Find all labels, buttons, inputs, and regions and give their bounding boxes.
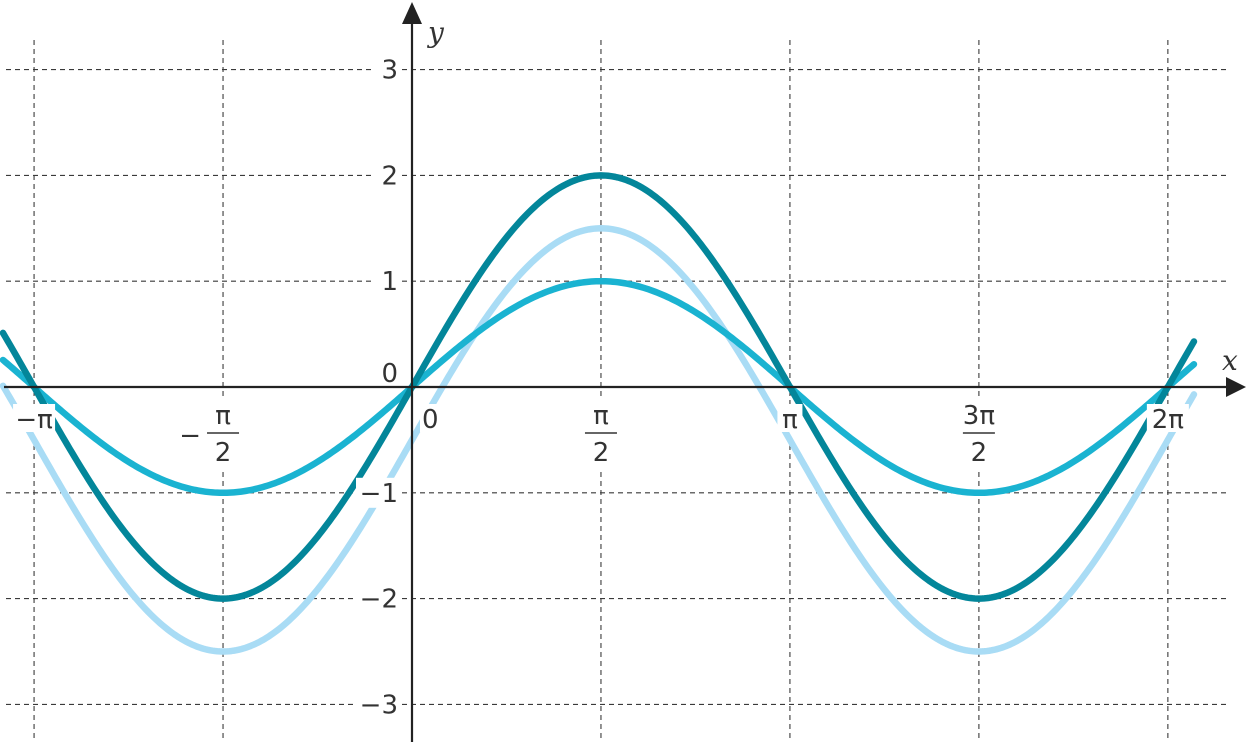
x-axis-label: x [1222, 344, 1238, 377]
x-tick-denominator: 2 [215, 438, 232, 468]
curve-2 [0, 277, 1198, 497]
x-tick-denominator: 2 [593, 438, 610, 468]
y-tick-label: −2 [360, 585, 398, 615]
x-tick-numerator: π [215, 401, 231, 431]
label-background [197, 400, 250, 468]
y-tick: 1 [373, 266, 402, 297]
label-background [356, 477, 402, 508]
label-background [373, 266, 402, 297]
x-tick: 3π2 [952, 400, 1005, 468]
axes: x y [4, 2, 1246, 742]
x-tick-label: π [782, 405, 798, 435]
y-tick-label: 1 [381, 267, 398, 297]
label-background [1146, 404, 1189, 432]
y-axis-arrow [402, 2, 422, 24]
label-background [356, 583, 402, 614]
y-tick: −3 [356, 689, 402, 720]
x-tick-numerator: 3π [963, 401, 995, 431]
y-tick-label: −1 [360, 479, 398, 509]
x-tick-label: 2π [1152, 405, 1184, 435]
x-tick: π [777, 404, 803, 435]
y-tick: 3 [373, 54, 402, 86]
y-tick: 0 [381, 359, 398, 389]
x-tick: π2 [574, 400, 627, 468]
x-axis-arrow [1226, 377, 1246, 397]
x-tick: −π [13, 404, 56, 435]
x-tick-label: 0 [422, 405, 439, 435]
x-tick: 0 [420, 404, 445, 435]
label-background [373, 160, 402, 191]
y-tick-label: 3 [381, 56, 398, 86]
y-tick: −2 [356, 583, 402, 615]
x-tick-denominator: 2 [971, 438, 988, 468]
label-background [420, 404, 445, 432]
y-tick-label: 0 [381, 359, 398, 389]
y-tick: 2 [373, 160, 402, 191]
x-tick-sign: − [179, 421, 201, 451]
y-axis-label: y [426, 16, 445, 49]
grid [6, 40, 1228, 742]
y-tick-label: 2 [381, 161, 398, 191]
curve-3 [0, 172, 1198, 602]
x-tick: 2π [1146, 404, 1189, 435]
x-tick-label: −π [15, 405, 52, 435]
label-background [574, 400, 627, 468]
label-background [952, 400, 1005, 468]
label-background [373, 54, 402, 85]
label-background [777, 404, 803, 432]
curves [0, 172, 1198, 655]
label-background [356, 689, 402, 720]
curve-1 [0, 225, 1198, 655]
x-tick: π 2− [179, 400, 250, 468]
y-tick: −1 [356, 477, 402, 509]
label-background [13, 404, 56, 432]
x-tick-numerator: π [593, 401, 609, 431]
y-tick-label: −3 [360, 690, 398, 720]
